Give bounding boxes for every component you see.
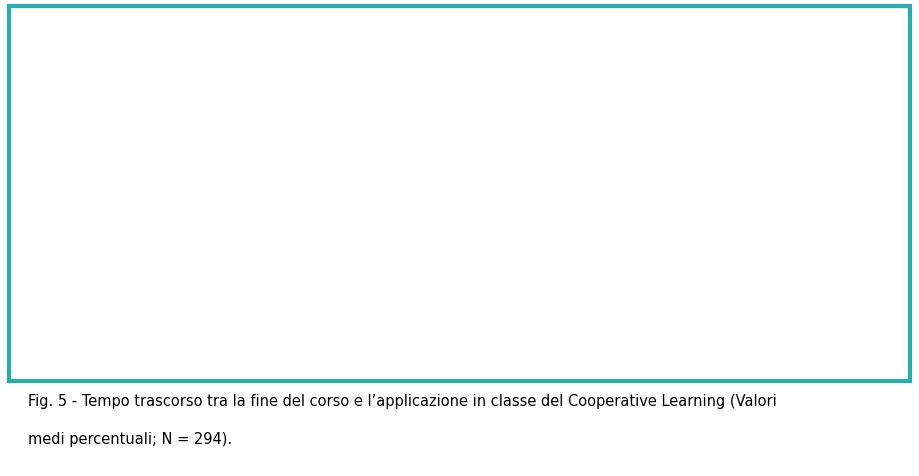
Text: 2,4: 2,4 — [685, 307, 706, 320]
Bar — [154, 70, 224, 333]
Text: 1,0: 1,0 — [811, 313, 832, 326]
Text: 60,5: 60,5 — [175, 54, 204, 67]
Bar — [281, 259, 350, 333]
Text: 17,0: 17,0 — [301, 243, 331, 256]
Text: medi percentuali; N = 294).: medi percentuali; N = 294). — [28, 431, 232, 446]
Bar — [787, 329, 857, 333]
Text: 2,7: 2,7 — [558, 306, 579, 318]
Text: 4,1: 4,1 — [432, 299, 453, 312]
Bar — [534, 321, 604, 333]
Bar — [661, 323, 730, 333]
Text: Fig. 5 - Tempo trascorso tra la fine del corso e l’applicazione in classe del Co: Fig. 5 - Tempo trascorso tra la fine del… — [28, 393, 777, 407]
Bar — [407, 316, 477, 333]
